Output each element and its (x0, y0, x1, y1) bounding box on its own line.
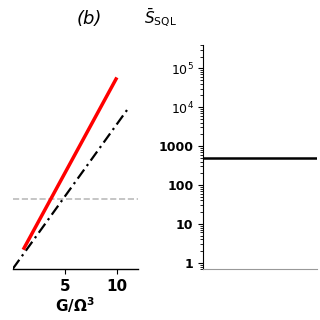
Text: (b): (b) (77, 10, 102, 28)
X-axis label: $\mathbf{G/\Omega^3}$: $\mathbf{G/\Omega^3}$ (55, 295, 95, 315)
Y-axis label: $\bar{S}_{\mathrm{SQL}}$: $\bar{S}_{\mathrm{SQL}}$ (144, 7, 177, 29)
